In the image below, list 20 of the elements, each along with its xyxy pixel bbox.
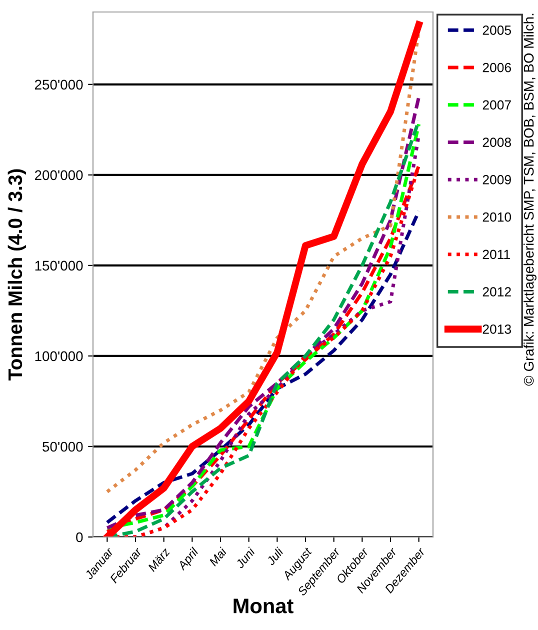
x-axis-title: Monat bbox=[234, 598, 294, 614]
y-tick-label: 50'000 bbox=[42, 442, 83, 452]
legend-label: 2008 bbox=[482, 138, 511, 147]
legend-label: 2007 bbox=[482, 100, 511, 110]
legend-label: 2006 bbox=[482, 62, 511, 72]
legend-label: 2005 bbox=[482, 26, 511, 35]
y-tick-label: 0 bbox=[76, 532, 83, 542]
legend-label: 2012 bbox=[482, 287, 511, 296]
x-tick-label: Mai bbox=[208, 546, 228, 567]
legend-label: 2010 bbox=[482, 212, 512, 222]
legend-label: 2011 bbox=[482, 250, 510, 260]
x-tick-label: Juli bbox=[266, 546, 284, 566]
y-axis-title: Tonnen Milch (4.0 / 3.3) bbox=[8, 169, 26, 381]
text: © Grafik: Marktlagebericht SMP, TSM, BOB, BSM, BO Milch. bbox=[524, 14, 536, 386]
y-tick-label: 250'000 bbox=[34, 80, 83, 90]
legend-label: 2013 bbox=[482, 324, 511, 334]
y-tick-label: 200'000 bbox=[34, 170, 83, 180]
legend-label: 2009 bbox=[482, 175, 511, 184]
y-tick-label: 100'000 bbox=[35, 351, 83, 362]
y-tick-label: 150'000 bbox=[35, 260, 83, 271]
